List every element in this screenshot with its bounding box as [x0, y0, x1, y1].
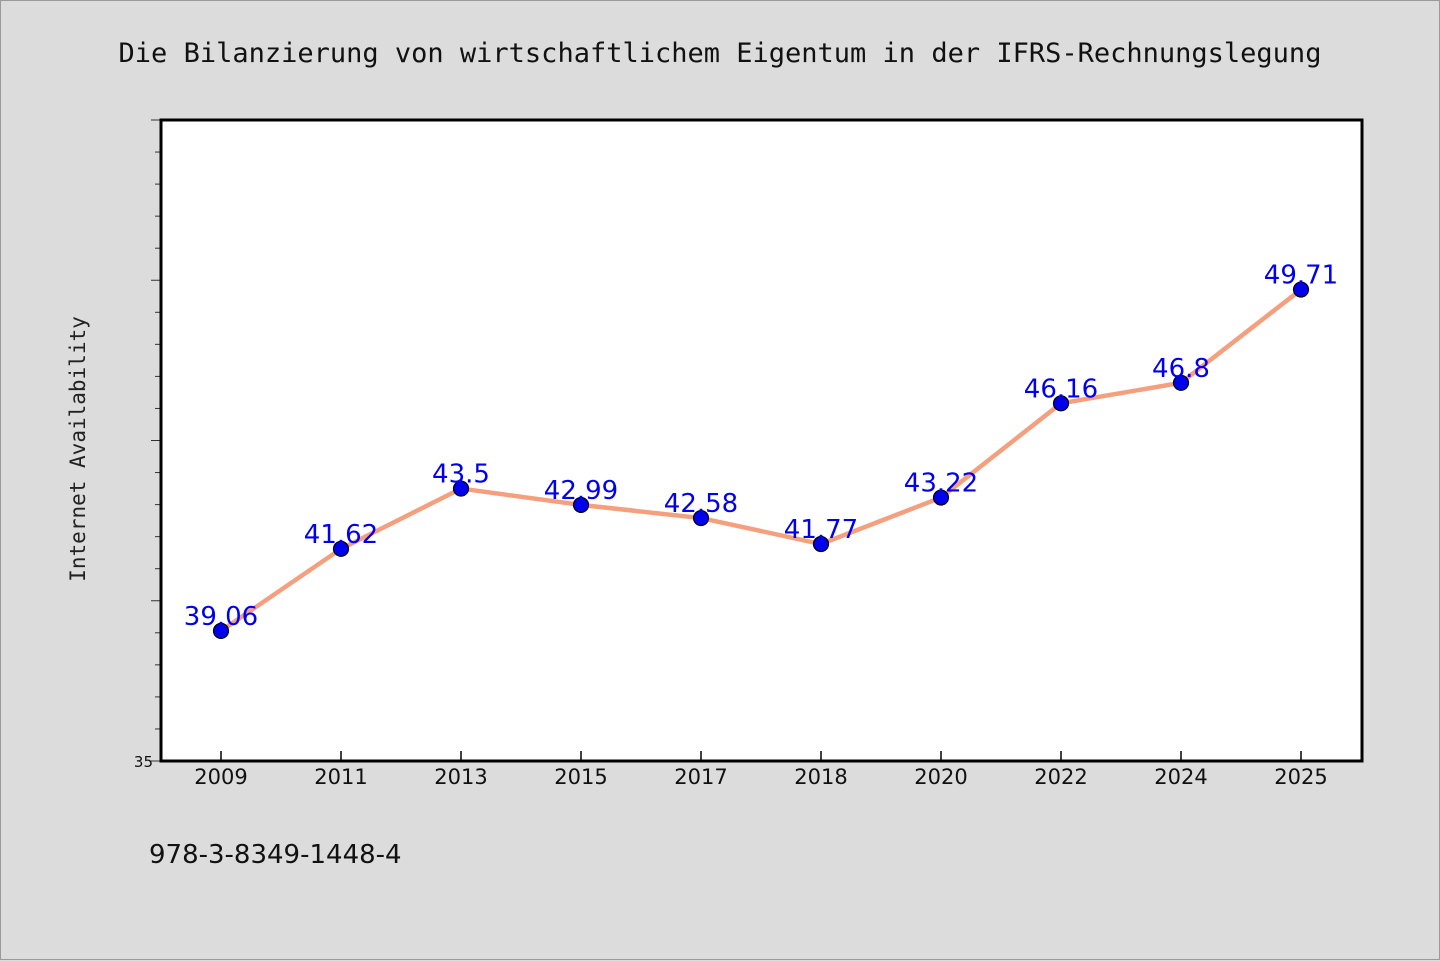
- x-tick-label-2022: 2022: [1034, 765, 1087, 789]
- data-label-2022: 46.16: [1024, 374, 1098, 404]
- data-point-2018: [812, 535, 830, 553]
- data-label-2009: 39.06: [184, 602, 258, 632]
- plot-border: [159, 118, 1364, 763]
- data-point-2025: [1292, 281, 1310, 298]
- data-label-2011: 41.62: [304, 520, 378, 550]
- data-label-2015: 42.99: [544, 476, 618, 506]
- x-axis: 2009 2011 2013 2015 2017 2018 2020 2022 2024 2025: [194, 751, 1328, 789]
- data-point-2015: [572, 496, 590, 514]
- data-point-2011: [332, 540, 350, 557]
- series-points: [212, 281, 1310, 639]
- data-label-2017: 42.58: [664, 489, 738, 519]
- isbn-text: 978-3-8349-1448-4: [149, 840, 402, 870]
- x-tick-label-2017: 2017: [674, 765, 727, 789]
- x-tick-label-2009: 2009: [194, 765, 247, 789]
- data-labels: 39.06 41.62 43.5 42.99 42.58 41.77 43.22 46.16 4…: [184, 261, 1338, 632]
- x-tick-label-2018: 2018: [794, 765, 847, 789]
- data-point-2022: [1052, 395, 1070, 412]
- data-point-2024: [1172, 374, 1190, 391]
- x-tick-label-2011: 2011: [314, 765, 367, 789]
- x-tick-label-2013: 2013: [434, 765, 487, 789]
- data-point-2009: [212, 622, 230, 639]
- data-label-2024: 46.8: [1152, 354, 1210, 384]
- data-label-2018: 41.77: [784, 515, 858, 545]
- data-point-2013: [452, 480, 470, 497]
- plot-area: [161, 120, 1362, 761]
- chart-title: Die Bilanzierung von wirtschaftlichem Ei…: [119, 38, 1322, 69]
- data-label-2013: 43.5: [432, 460, 490, 490]
- x-tick-label-2024: 2024: [1154, 765, 1207, 789]
- data-point-2020: [932, 489, 950, 506]
- x-tick-label-2015: 2015: [554, 765, 607, 789]
- x-tick-label-2025: 2025: [1274, 765, 1327, 789]
- data-label-2025: 49.71: [1264, 261, 1338, 291]
- data-point-2017: [692, 509, 710, 527]
- data-label-2020: 43.22: [904, 469, 978, 499]
- series-line: [218, 287, 1304, 634]
- y-tick-label-35: 35: [134, 753, 153, 771]
- series-path: [218, 287, 1304, 634]
- x-tick-label-2020: 2020: [914, 765, 967, 789]
- y-axis-label: Internet Availability: [66, 316, 90, 582]
